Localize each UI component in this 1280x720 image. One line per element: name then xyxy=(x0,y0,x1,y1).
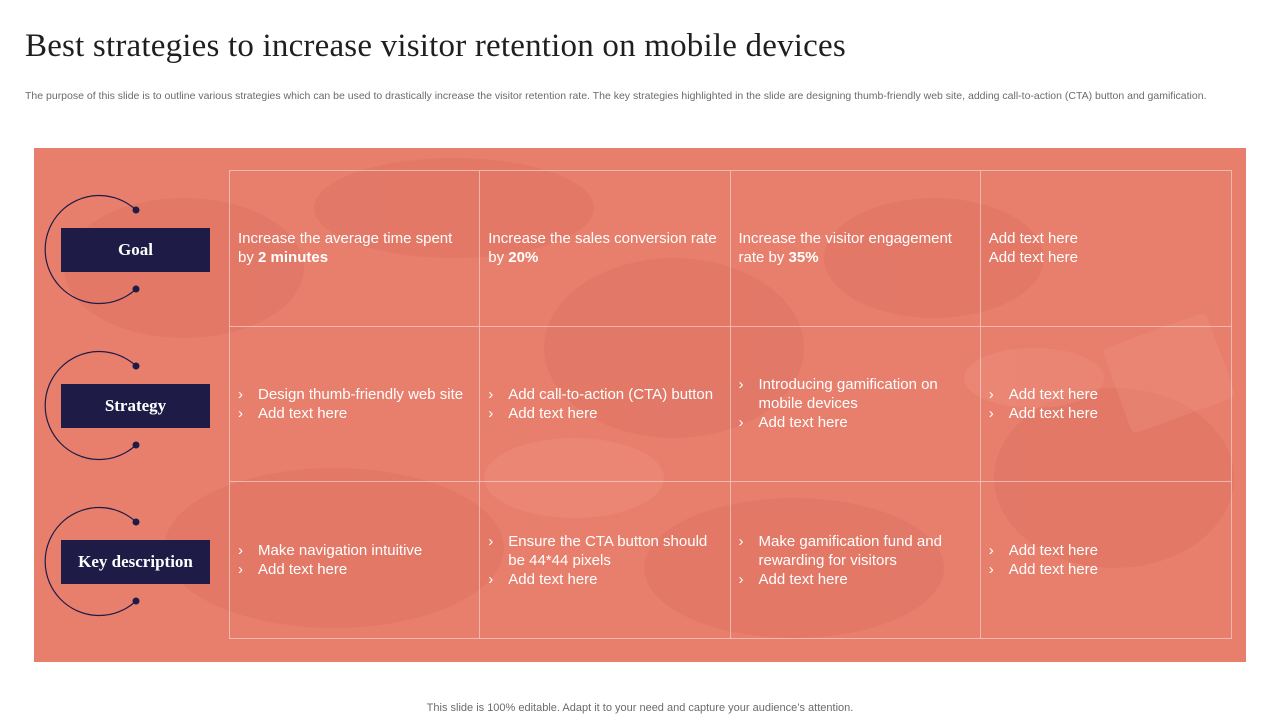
chevron-right-icon: › xyxy=(488,532,494,550)
chevron-right-icon: › xyxy=(738,532,744,550)
chevron-right-icon: › xyxy=(238,385,243,403)
goal-text: Increase the visitor engagement rate by xyxy=(738,230,952,267)
goal-placeholder-text: Add text here xyxy=(988,249,1078,267)
list-item: › Design thumb-friendly web site xyxy=(238,385,464,403)
strategy-cell-1: › Design thumb-friendly web site › Add tex… xyxy=(230,326,481,483)
chevron-right-icon: › xyxy=(238,404,243,422)
chevron-right-icon: › xyxy=(988,561,994,579)
chevron-right-icon: › xyxy=(738,414,744,432)
row-label-goal: Goal xyxy=(34,194,234,306)
goal-cell-2: Increase the sales conversion rate by 20… xyxy=(480,171,731,327)
strategy-cell-4: › Add text here › Add text here xyxy=(980,327,1231,483)
strategy-cell-3: › Introducing gamification on mobile devi… xyxy=(730,326,981,483)
goal-cell-3: Increase the visitor engagement rate by … xyxy=(730,171,981,327)
goal-value: 20% xyxy=(508,249,539,267)
arc-connector-icon xyxy=(44,194,140,305)
chevron-right-icon: › xyxy=(988,542,994,560)
description-cell-4: › Add text here › Add text here xyxy=(981,482,1231,638)
description-cell-1: › Make navigation intuitive › Add text her… xyxy=(230,482,481,638)
description-cell-2: › Ensure the CTA button should be 44*44 p… xyxy=(480,482,731,638)
key-description-label: Key description xyxy=(61,540,210,584)
slide-subtitle: The purpose of this slide is to outline … xyxy=(25,90,1207,102)
chevron-right-icon: › xyxy=(488,404,494,422)
list-item: › Ensure the CTA button should be 44*44 p… xyxy=(488,532,708,569)
goal-label: Goal xyxy=(61,228,210,272)
list-item: › Introducing gamification on mobile devi… xyxy=(738,376,938,413)
slide-title: Best strategies to increase visitor rete… xyxy=(25,28,846,64)
chevron-right-icon: › xyxy=(488,570,494,588)
arc-connector-icon xyxy=(44,506,140,617)
goal-text: Increase the average time spent by xyxy=(238,230,453,267)
row-label-strategy: Strategy xyxy=(34,350,234,462)
chevron-right-icon: › xyxy=(988,385,994,403)
list-item: › Add text here xyxy=(988,561,1098,579)
chevron-right-icon: › xyxy=(738,570,744,588)
list-item: › Add text here xyxy=(738,570,848,588)
strategy-panel: Goal Strategy Key description Increase t… xyxy=(34,148,1246,662)
goal-cell-1: Increase the average time spent by 2 min… xyxy=(230,171,481,327)
goal-value: 35% xyxy=(788,249,819,267)
chevron-right-icon: › xyxy=(238,542,243,560)
strategy-label: Strategy xyxy=(61,384,210,428)
list-item: › Add text here xyxy=(238,561,348,579)
list-item: › Make navigation intuitive xyxy=(238,542,423,560)
chevron-right-icon: › xyxy=(488,385,494,403)
row-label-key-description: Key description xyxy=(34,506,234,618)
chevron-right-icon: › xyxy=(738,376,744,394)
list-item: › Add text here xyxy=(488,404,598,422)
goal-placeholder-text: Add text here xyxy=(988,230,1078,248)
list-item: › Add text here xyxy=(488,570,598,588)
chevron-right-icon: › xyxy=(988,404,994,422)
strategy-cell-2: › Add call-to-action (CTA) button › Add te… xyxy=(480,326,731,483)
list-item: › Add text here xyxy=(738,414,848,432)
chevron-right-icon: › xyxy=(238,561,243,579)
goal-value: 2 minutes xyxy=(258,249,329,267)
list-item: › Make gamification fund and rewarding fo… xyxy=(738,532,942,569)
arc-connector-icon xyxy=(44,350,140,461)
list-item: › Add text here xyxy=(988,385,1098,403)
goal-cell-4: Add text here Add text here xyxy=(980,171,1231,327)
list-item: › Add text here xyxy=(988,542,1098,560)
background-texture xyxy=(64,158,1235,638)
list-item: › Add text here xyxy=(988,404,1098,422)
description-cell-3: › Make gamification fund and rewarding fo… xyxy=(731,482,981,638)
footer-note: This slide is 100% editable. Adapt it to… xyxy=(426,702,854,714)
goal-text: Increase the sales conversion rate by xyxy=(488,230,717,267)
list-item: › Add text here xyxy=(238,404,348,422)
strategy-table: Increase the average time spent by 2 min… xyxy=(229,170,1232,639)
list-item: › Add call-to-action (CTA) button xyxy=(488,385,714,403)
